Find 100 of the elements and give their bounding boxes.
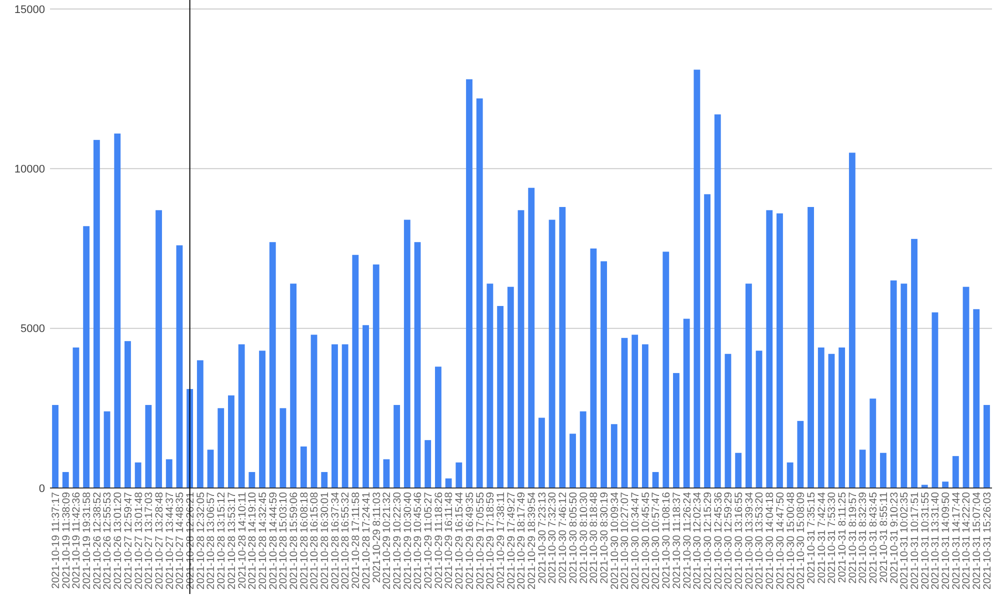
x-tick-label: 2021-10-28 15:03:10	[278, 492, 290, 590]
x-tick-label: 2021-10-30 8:05:50	[567, 492, 580, 584]
x-tick-label: 2021-10-30 8:10:30	[578, 492, 590, 584]
bar	[683, 318, 690, 488]
x-tick-label: 2021-10-30 13:39:34	[743, 492, 756, 590]
y-tick-label: 5000	[20, 323, 45, 336]
x-tick-label: 2021-10-29 10:30:40	[402, 492, 414, 590]
bar	[83, 226, 90, 488]
x-tick-label: 2021-10-28 17:11:58	[350, 492, 362, 589]
bar	[362, 325, 369, 488]
x-tick-label: 2021-10-31 8:11:25	[836, 492, 849, 583]
x-tick-label: 2021-10-31 10:31:55	[919, 492, 932, 590]
x-tick-label: 2021-10-31 13:31:40	[930, 492, 942, 590]
bar	[942, 482, 949, 488]
x-tick-label: 2021-10-28 16:55:32	[340, 492, 352, 590]
x-tick-label: 2021-10-31 8:55:11	[878, 492, 890, 583]
x-tick-label: 2021-10-29 11:18:26	[432, 492, 445, 589]
bar	[259, 350, 266, 488]
bar	[445, 478, 452, 488]
bar	[145, 404, 152, 488]
bar	[72, 347, 80, 488]
bar	[776, 213, 783, 488]
x-tick-label: 2021-10-31 10:02:35	[898, 492, 911, 590]
bar	[848, 152, 856, 488]
bar	[652, 472, 659, 488]
bar	[838, 347, 846, 488]
x-tick-label: 2021-10-28 16:37:34	[329, 492, 342, 590]
x-tick-label: 2021-10-19 19:31:58	[81, 492, 93, 590]
bar	[342, 344, 348, 488]
bar	[548, 220, 556, 488]
x-tick-label: 2021-10-30 13:53:20	[754, 492, 766, 590]
bar	[590, 248, 597, 488]
bar	[859, 450, 866, 488]
x-tick-label: 2021-10-30 10:57:47	[650, 492, 662, 590]
x-tick-label: 2021-10-30 10:45:45	[640, 492, 652, 590]
bar	[642, 344, 648, 488]
bar	[166, 459, 172, 488]
x-tick-label: 2021-10-29 10:22:30	[391, 492, 404, 590]
bar	[62, 472, 69, 488]
x-tick-label: 2021-10-19 11:37:17	[50, 492, 62, 589]
bar	[383, 459, 390, 488]
x-tick-label: 2021-10-30 12:15:29	[702, 492, 714, 590]
x-tick-label: 2021-10-28 16:08:18	[298, 492, 310, 590]
bar	[766, 210, 773, 488]
bar	[114, 134, 121, 488]
bar	[538, 418, 545, 488]
bar	[394, 404, 400, 488]
bar	[518, 210, 524, 488]
x-tick-label: 2021-10-30 10:27:07	[619, 492, 632, 590]
bar	[507, 286, 514, 488]
bar	[434, 366, 442, 488]
x-tick-label: 2021-10-27 12:59:47	[122, 492, 134, 590]
x-tick-label: 2021-10-29 16:15:44	[454, 492, 466, 590]
x-tick-label: 2021-10-29 17:05:55	[474, 492, 486, 590]
bar	[973, 309, 980, 488]
x-tick-label: 2021-10-29 17:18:59	[484, 492, 497, 590]
x-tick-label: 2021-10-29 10:45:46	[412, 492, 424, 590]
x-tick-label: 2021-10-30 15:00:48	[784, 492, 797, 590]
x-tick-label: 2021-10-30 8:30:19	[598, 492, 610, 584]
x-tick-label: 2021-10-29 18:17:49	[516, 492, 528, 590]
bar	[694, 70, 700, 488]
x-tick-label: 2021-10-30 11:08:16	[660, 492, 673, 589]
bar	[724, 354, 732, 488]
bar	[238, 344, 245, 488]
x-tick-label: 2021-10-30 12:02:34	[692, 492, 704, 590]
bar	[52, 404, 58, 488]
bar	[156, 210, 162, 488]
x-tick-label: 2021-10-28 12:26:21	[184, 492, 196, 590]
x-tick-label: 2021-10-29 16:11:48	[443, 492, 456, 589]
x-tick-label: 2021-10-28 14:10:11	[236, 492, 248, 589]
bar	[808, 206, 814, 488]
x-tick-label: 2021-10-29 18:39:54	[526, 492, 538, 590]
bar	[134, 462, 142, 488]
bar	[580, 411, 586, 488]
x-tick-label: 2021-10-26 12:38:52	[91, 492, 104, 590]
x-tick-label: 2021-10-31 14:17:44	[950, 492, 962, 590]
bar	[372, 264, 380, 488]
x-tick-label: 2021-10-31 8:43:45	[868, 492, 880, 584]
x-tick-label: 2021-10-28 15:59:06	[288, 492, 300, 590]
x-tick-label: 2021-10-28 14:32:45	[256, 492, 269, 590]
y-tick-label: 10000	[14, 164, 45, 176]
x-tick-label: 2021-10-27 13:44:37	[164, 492, 176, 590]
bar	[600, 261, 608, 488]
bar	[818, 347, 824, 488]
x-tick-label: 2021-10-19 11:38:09	[60, 492, 72, 589]
bar	[228, 395, 234, 488]
x-tick-label: 2021-10-27 13:17:03	[143, 492, 156, 590]
bar	[497, 306, 504, 488]
x-tick-label: 2021-10-29 16:49:35	[464, 492, 476, 590]
x-tick-label: 2021-10-30 7:32:30	[546, 492, 559, 584]
x-tick-label: 2021-10-31 9:10:23	[888, 492, 900, 584]
x-tick-label: 2021-10-29 17:49:27	[505, 492, 518, 590]
x-tick-label: 2021-10-30 10:34:47	[630, 492, 642, 590]
bar	[870, 398, 876, 488]
x-tick-label: 2021-10-28 13:53:17	[226, 492, 238, 590]
y-tick-label: 0	[38, 482, 45, 495]
bar	[176, 245, 183, 488]
bar	[662, 252, 670, 488]
bar	[952, 456, 959, 488]
x-tick-label: 2021-10-30 11:26:24	[681, 492, 694, 589]
